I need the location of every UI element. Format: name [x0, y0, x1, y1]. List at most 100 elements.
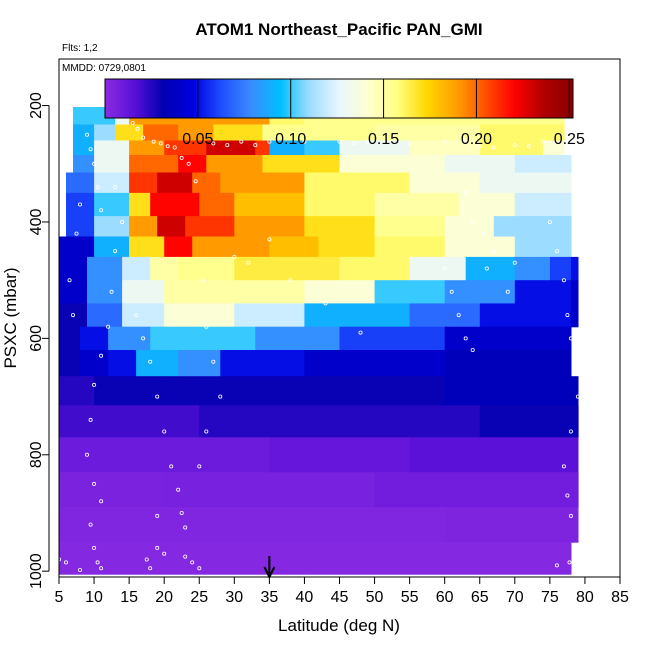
obs-point-43 [99, 353, 104, 358]
obs-point-105 [267, 237, 272, 242]
heatmap-cell-4-3 [178, 155, 207, 174]
y-tick-label-4: 1000 [28, 553, 45, 589]
heatmap-cell-10-9 [570, 280, 579, 305]
date-annotation: MMDD: 0729,0801 [62, 63, 146, 74]
colorbar-tick-label-4: 0.25 [554, 131, 585, 148]
obs-point-24 [477, 144, 482, 149]
obs-point-33 [99, 208, 104, 213]
heatmap-cell-6-3 [150, 192, 200, 217]
heatmap-cell-6-1 [94, 192, 130, 217]
heatmap-cell-7-1 [94, 216, 130, 238]
obs-point-93 [561, 278, 566, 283]
obs-point-79 [442, 266, 447, 271]
heatmap-cell-2-2 [115, 124, 144, 142]
heatmap-cell-4-7 [444, 155, 516, 174]
obs-point-20 [365, 139, 370, 144]
obs-point-84 [484, 266, 489, 271]
heatmap-cell-2-1 [94, 124, 116, 142]
heatmap-cell-9-10 [549, 256, 572, 281]
heatmap-layer [59, 88, 579, 575]
heatmap-cell-3-9 [409, 140, 481, 156]
obs-point-73 [200, 278, 205, 283]
heatmap-cell-8-2 [129, 236, 165, 258]
heatmap-cell-9-1 [87, 256, 123, 281]
heatmap-cell-5-1 [94, 172, 130, 194]
colorbar-tick-label-0: 0.05 [182, 131, 213, 148]
obs-point-78 [197, 464, 202, 469]
heatmap-cell-9-4 [178, 256, 235, 281]
heatmap-cell-9-2 [122, 256, 151, 281]
heatmap-cell-2-5 [213, 124, 263, 142]
heatmap-cell-12-3 [150, 326, 200, 351]
heatmap-cell-9-5 [234, 256, 341, 281]
heatmap-cell-10-7 [444, 280, 516, 305]
heatmap-cell-13-2 [108, 350, 137, 377]
obs-point-59 [155, 394, 160, 399]
heatmap-cell-2-7 [374, 124, 481, 142]
obs-point-46 [85, 452, 90, 457]
obs-point-19 [351, 141, 356, 146]
heatmap-cell-6-8 [458, 192, 516, 217]
heatmap-cell-15-2 [199, 405, 341, 438]
heatmap-cell-4-8 [514, 155, 572, 174]
heatmap-cell-10-2 [122, 280, 165, 305]
heatmap-cell-17-2 [374, 472, 579, 508]
heatmap-cell-9-9 [514, 256, 551, 281]
heatmap-cell-3-7 [304, 140, 341, 156]
colorbar-tick-label-2: 0.15 [368, 131, 399, 148]
x-tick-label-16: 85 [611, 589, 629, 606]
heatmap-cell-13-4 [178, 350, 221, 377]
heatmap-cell-4-4 [206, 155, 263, 174]
heatmap-cell-16-0 [59, 437, 130, 473]
heatmap-cell-15-1 [108, 405, 200, 438]
heatmap-cell-3-4 [206, 140, 256, 156]
heatmap-cell-6-7 [374, 192, 460, 217]
heatmap-cell-14-1 [94, 376, 165, 406]
heatmap-cell-11-3 [164, 303, 235, 328]
x-tick-label-9: 50 [366, 589, 384, 606]
marker-head [263, 566, 276, 580]
obs-point-56 [134, 313, 139, 318]
obs-point-36 [67, 278, 72, 283]
obs-point-6 [172, 145, 177, 150]
x-tick-label-7: 40 [296, 589, 314, 606]
heatmap-cell-14-2 [164, 376, 270, 406]
y-axis-label: PSXC (mbar) [1, 267, 20, 368]
obs-point-80 [449, 289, 454, 294]
heatmap-cell-12-2 [108, 326, 151, 351]
obs-point-103 [567, 560, 572, 565]
heatmap-cell-4-0 [73, 155, 95, 174]
heatmap-cell-5-0 [66, 172, 95, 194]
obs-point-48 [99, 499, 104, 504]
heatmap-cell-13-0 [59, 350, 81, 377]
heatmap-cell-6-0 [66, 192, 95, 217]
heatmap-cell-12-7 [444, 326, 572, 351]
heatmap-cell-14-3 [269, 376, 446, 406]
obs-point-58 [148, 359, 153, 364]
obs-point-83 [470, 347, 475, 352]
heatmap-cell-8-4 [192, 236, 270, 258]
obs-point-38 [113, 184, 118, 189]
obs-point-99 [561, 464, 566, 469]
obs-point-2 [141, 135, 146, 140]
heatmap-cell-3-8 [339, 140, 411, 156]
obs-point-71 [197, 566, 202, 571]
obs-point-70 [190, 560, 195, 565]
heatmap-cell-5-6 [304, 172, 411, 194]
heatmap-cell-9-7 [409, 256, 467, 281]
y-tick-label-3: 800 [28, 441, 45, 468]
heatmap-cell-2-0 [73, 124, 95, 142]
x-tick-label-12: 65 [471, 589, 489, 606]
obs-point-66 [155, 545, 160, 550]
heatmap-cell-5-4 [192, 172, 221, 194]
obs-point-88 [481, 231, 486, 236]
heatmap-cell-3-3 [164, 140, 207, 156]
obs-point-97 [575, 394, 580, 399]
obs-point-42 [106, 324, 111, 329]
obs-point-28 [540, 139, 545, 144]
y-tick-label-0: 200 [28, 92, 45, 119]
heatmap-cell-2-4 [178, 124, 214, 142]
y-axis: 200 400 600 800 1000 [28, 92, 50, 589]
obs-point-106 [246, 260, 251, 265]
heatmap-cell-9-3 [150, 256, 179, 281]
